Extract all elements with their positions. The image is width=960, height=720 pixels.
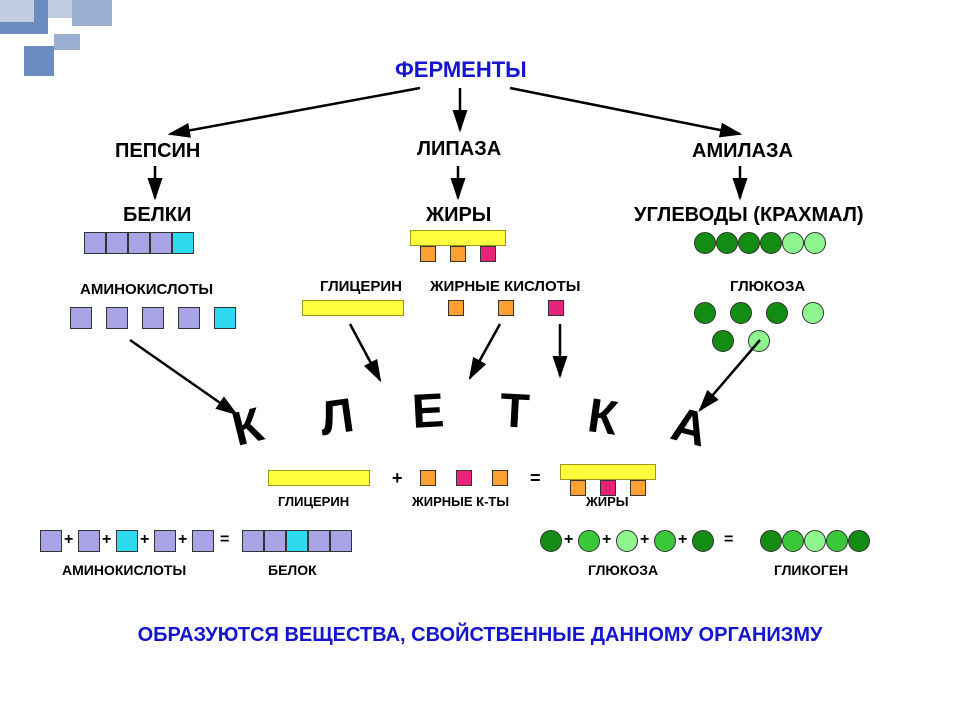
cell-letter-4: К xyxy=(584,388,621,447)
footer-text: ОБРАЗУЮТСЯ ВЕЩЕСТВА, СВОЙСТВЕННЫЕ ДАННОМ… xyxy=(0,624,960,647)
amino-label: АМИНОКИСЛОТЫ xyxy=(80,281,213,298)
carb-chain xyxy=(694,232,826,254)
fatty-label: ЖИРНЫЕ КИСЛОТЫ xyxy=(430,278,580,295)
fats2-label: ЖИРЫ xyxy=(586,494,629,509)
glycerin-label: ГЛИЦЕРИН xyxy=(320,278,402,295)
carbs-label: УГЛЕВОДЫ (КРАХМАЛ) xyxy=(634,204,864,227)
lipase-label: ЛИПАЗА xyxy=(417,138,501,161)
plus-glyc: + xyxy=(392,468,403,489)
glycerin-bar xyxy=(302,300,404,316)
fats-label: ЖИРЫ xyxy=(426,204,491,227)
glucose-label: ГЛЮКОЗА xyxy=(730,278,805,295)
cell-letter-1: Л xyxy=(316,388,357,447)
glycerin2-bar xyxy=(268,470,370,486)
cell-letter-5: А xyxy=(666,397,713,459)
cell-letter-3: Т xyxy=(499,383,531,439)
proteins-label: БЕЛКИ xyxy=(123,204,191,227)
protein-result xyxy=(242,530,352,552)
protein-chain xyxy=(84,232,194,254)
amino2-label: АМИНОКИСЛОТЫ xyxy=(62,562,186,578)
title: ФЕРМЕНТЫ xyxy=(395,57,527,83)
cell-letter-2: Е xyxy=(411,383,446,440)
glycerin2-label: ГЛИЦЕРИН xyxy=(278,494,349,509)
glucose2-label: ГЛЮКОЗА xyxy=(588,562,658,578)
glycogen-result xyxy=(760,530,870,552)
diagram-arrows xyxy=(0,0,960,720)
fatty-short-label: ЖИРНЫЕ К-ТЫ xyxy=(412,494,509,509)
eq-fat: = xyxy=(530,468,541,489)
protein-label: БЕЛОК xyxy=(268,562,317,578)
pepsin-label: ПЕПСИН xyxy=(115,140,200,163)
amylase-label: АМИЛАЗА xyxy=(692,140,793,163)
cell-letter-0: К xyxy=(227,397,269,457)
glycogen-label: ГЛИКОГЕН xyxy=(774,562,848,578)
